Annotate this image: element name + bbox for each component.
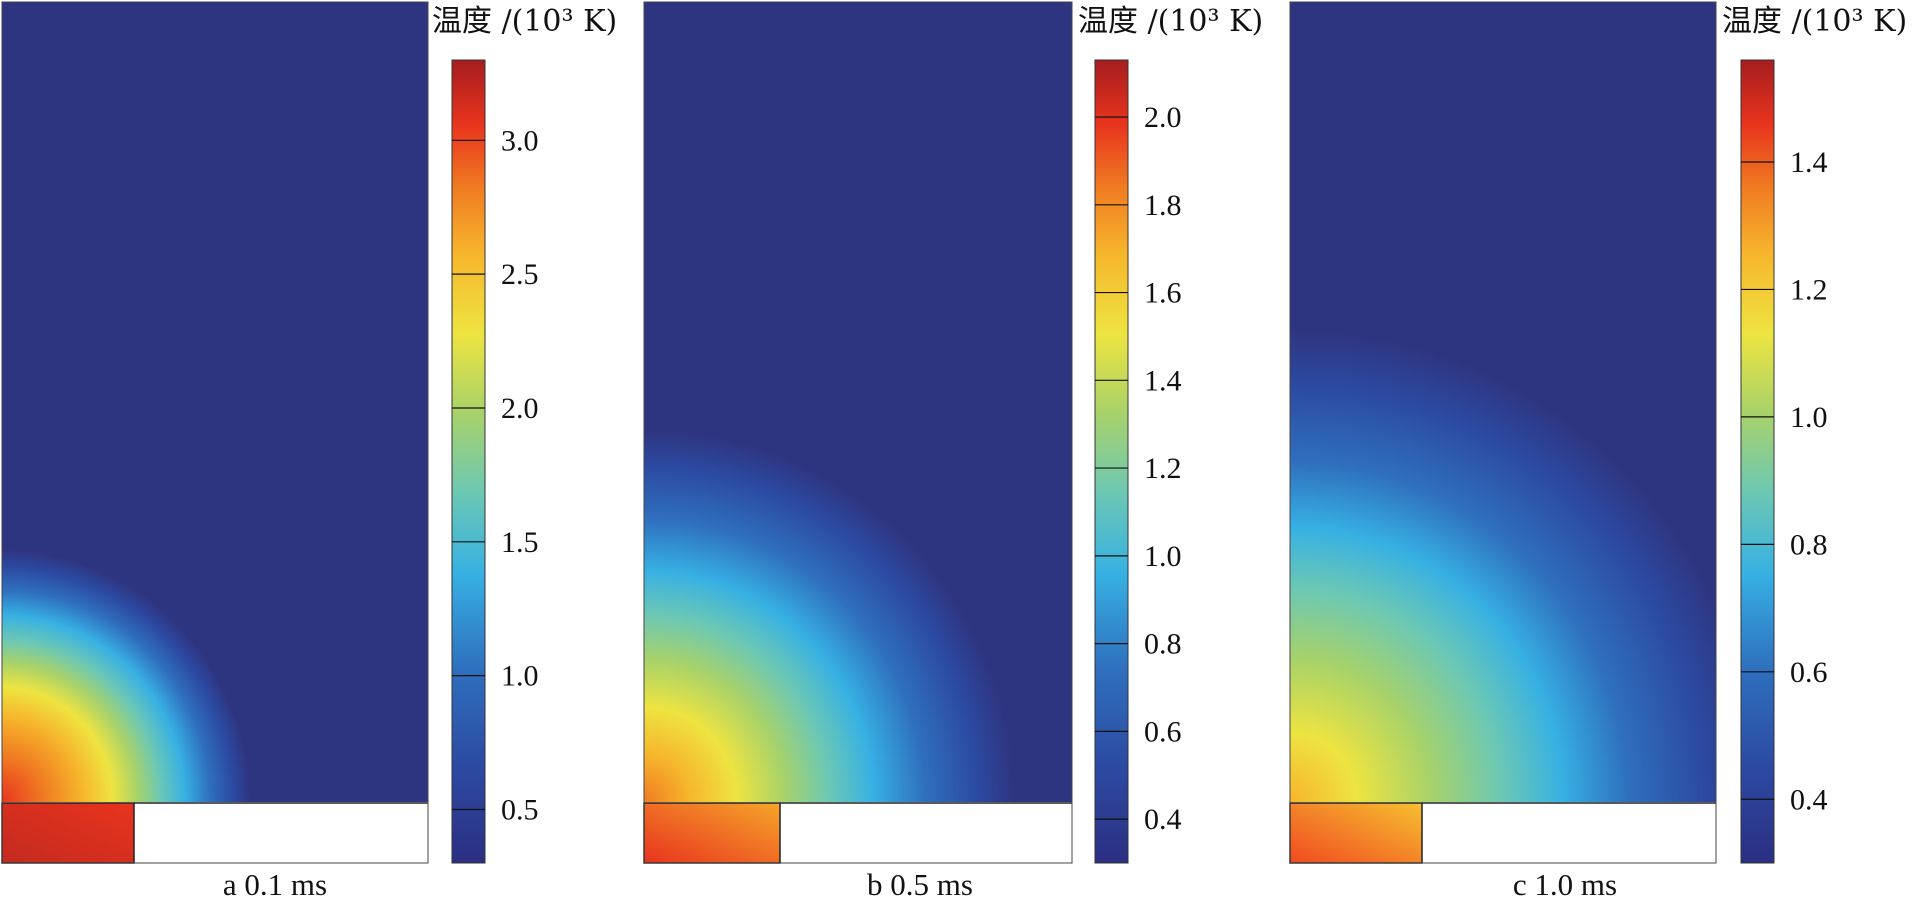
panel-c-field: [1290, 2, 1716, 802]
colorbar-tick-label: 1.4: [1144, 364, 1182, 397]
panel-c-white-region: [1422, 803, 1716, 863]
colorbar-tick-label: 0.8: [1144, 628, 1182, 661]
colorbar-title: 温度 /(10³ K): [1078, 4, 1263, 39]
colorbar-tick-label: 0.8: [1790, 528, 1828, 561]
panel-c-frame: [1289, 1, 1717, 864]
colorbar-tick-label: 1.2: [1790, 273, 1828, 306]
colorbar-title: 温度 /(10³ K): [1722, 4, 1907, 39]
panel-b: 0.40.60.81.01.21.41.61.82.0 温度 /(10³ K) …: [643, 1, 1263, 902]
colorbar-tick-label: 1.8: [1144, 189, 1182, 222]
panel-b-white-region: [780, 803, 1072, 863]
colorbar-tick-label: 1.0: [501, 660, 539, 693]
panel-b-caption: b 0.5 ms: [867, 867, 973, 902]
panel-b-frame: [643, 1, 1073, 864]
colorbar-tick-label: 0.4: [1790, 783, 1828, 816]
colorbar-tick-label: 0.6: [1790, 656, 1828, 689]
panel-a-source-block: [1, 802, 135, 864]
colorbar-tick-label: 1.0: [1144, 540, 1182, 573]
panel-a-white-region: [134, 803, 428, 863]
colorbar-tick-label: 0.5: [501, 793, 539, 826]
panel-b-colorbar: 0.4 0.6 0.8 1.0 1.2 1.4 1.6 1.8 2.0: [1094, 59, 1182, 864]
colorbar-tick-label: 2.0: [1144, 101, 1182, 134]
panel-c-caption: c 1.0 ms: [1513, 867, 1617, 902]
colorbar-gradient: [451, 59, 486, 864]
colorbar-tick-label: 2.5: [501, 258, 539, 291]
colorbar-tick-label: 1.5: [501, 526, 539, 559]
colorbar-gradient: [1740, 59, 1775, 864]
panel-a-caption: a 0.1 ms: [223, 867, 327, 902]
colorbar-tick-label: 1.0: [1790, 401, 1828, 434]
colorbar-tick-label: 1.4: [1790, 146, 1828, 179]
colorbar-tick-label: 0.4: [1144, 803, 1182, 836]
panel-a: 0.5 1.0 1.5 2.0 2.5 3.0 温度 /(10³ K) a 0.1 ms: [1, 1, 617, 902]
panel-a-colorbar: 0.5 1.0 1.5 2.0 2.5 3.0: [451, 59, 539, 864]
colorbar-gradient: [1094, 59, 1129, 864]
panel-a-field: [2, 2, 428, 802]
panel-c-colorbar: 0.4 0.6 0.8 1.0 1.2 1.4: [1740, 59, 1828, 864]
colorbar-tick-label: 1.6: [1144, 277, 1182, 310]
panel-b-source-block: [643, 802, 781, 864]
colorbar-tick-label: 0.6: [1144, 715, 1182, 748]
panel-b-field: [644, 2, 1072, 802]
panel-a-frame: [1, 1, 429, 864]
panel-c: 0.4 0.6 0.8 1.0 1.2 1.4 温度 /(10³ K) c 1.0 ms: [1289, 1, 1907, 902]
colorbar-tick-label: 1.2: [1144, 452, 1182, 485]
panel-c-source-block: [1289, 802, 1423, 864]
colorbar-title: 温度 /(10³ K): [432, 4, 617, 39]
colorbar-tick-label: 2.0: [501, 392, 539, 425]
colorbar-tick-label: 3.0: [501, 124, 539, 157]
